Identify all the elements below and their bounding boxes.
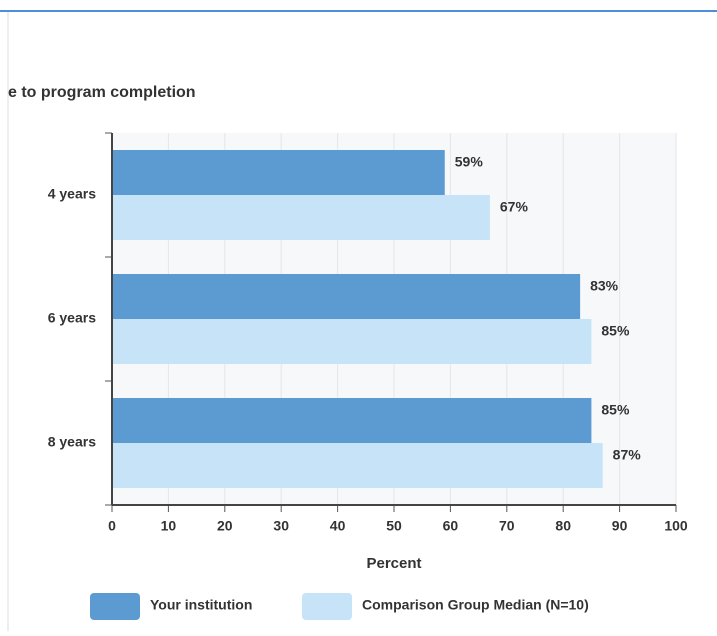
data-label: 83% [590, 278, 619, 294]
x-tick-label: 40 [330, 518, 346, 534]
x-tick-label: 90 [612, 518, 628, 534]
data-label: 59% [455, 154, 484, 170]
bar [112, 195, 490, 240]
legend-swatch [90, 593, 140, 620]
x-tick-label: 0 [108, 518, 116, 534]
bar [112, 319, 592, 364]
chart-title: e to program completion [8, 84, 196, 101]
header-strip [0, 0, 717, 11]
bar [112, 398, 592, 443]
x-tick-label: 60 [443, 518, 459, 534]
x-axis-label: Percent [366, 555, 421, 572]
legend-swatch [302, 593, 352, 620]
bar [112, 274, 581, 319]
y-tick-label: 4 years [48, 186, 96, 202]
legend-label: Comparison Group Median (N=10) [362, 597, 589, 613]
bar [112, 443, 603, 488]
y-tick-label: 8 years [48, 434, 96, 450]
legend-label: Your institution [150, 597, 252, 613]
bar [112, 150, 445, 195]
data-label: 85% [601, 323, 630, 339]
data-label: 67% [500, 199, 529, 215]
x-tick-label: 50 [386, 518, 402, 534]
x-tick-label: 30 [273, 518, 289, 534]
x-tick-label: 100 [664, 518, 688, 534]
data-label: 87% [613, 447, 642, 463]
data-label: 85% [601, 402, 630, 418]
y-tick-label: 6 years [48, 310, 96, 326]
x-tick-label: 20 [217, 518, 233, 534]
x-tick-label: 80 [555, 518, 571, 534]
x-tick-label: 70 [499, 518, 515, 534]
x-tick-label: 10 [161, 518, 177, 534]
